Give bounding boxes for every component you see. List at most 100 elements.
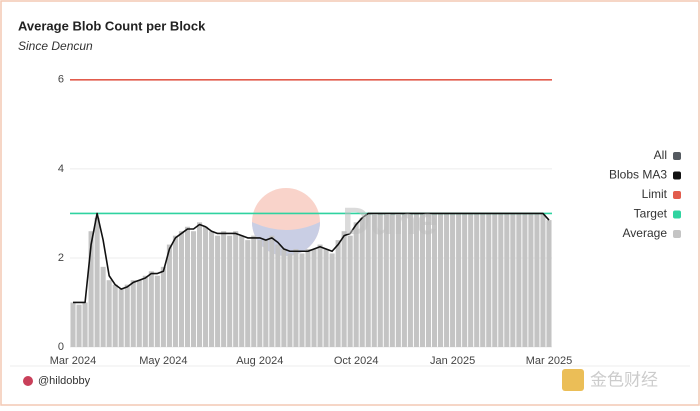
legend-swatch <box>673 191 681 199</box>
bar <box>281 249 287 347</box>
y-tick-label: 2 <box>58 252 64 264</box>
bar <box>480 213 486 347</box>
bar <box>287 253 293 347</box>
logo-icon <box>562 369 584 391</box>
bar <box>160 266 166 347</box>
bar <box>371 213 377 347</box>
y-tick-label: 6 <box>58 74 64 86</box>
bar <box>148 271 154 347</box>
bar <box>534 213 540 347</box>
bar <box>263 240 269 347</box>
watermark-text: Dune <box>343 201 438 243</box>
bar <box>209 231 215 347</box>
bar <box>347 235 353 347</box>
bar <box>438 213 444 347</box>
legend-label: Limit <box>642 187 668 201</box>
bar <box>124 284 130 347</box>
bar <box>413 213 419 347</box>
bar <box>70 302 76 347</box>
bar <box>257 240 263 347</box>
bar <box>154 275 160 347</box>
bar <box>504 213 510 347</box>
bar <box>522 213 528 347</box>
bar <box>329 253 335 347</box>
bar <box>215 235 221 347</box>
bar <box>516 213 522 347</box>
x-tick-label: Mar 2025 <box>526 355 572 367</box>
bar <box>275 244 281 347</box>
bar <box>546 220 552 347</box>
bar <box>492 213 498 347</box>
bar <box>305 249 311 347</box>
bar <box>377 213 383 347</box>
bar <box>498 213 504 347</box>
bar <box>353 222 359 347</box>
legend-label: Blobs MA3 <box>609 168 667 182</box>
bar <box>311 249 317 347</box>
bar <box>76 304 82 347</box>
bar <box>106 280 112 347</box>
bar <box>197 222 203 347</box>
bar <box>130 280 136 347</box>
legend-swatch <box>673 171 681 180</box>
bar <box>528 213 534 347</box>
bar <box>112 284 118 347</box>
y-tick-label: 0 <box>58 341 64 353</box>
bar <box>233 231 239 347</box>
watermark-logo-lower <box>252 222 320 256</box>
author-handle: @hildobby <box>38 375 91 387</box>
bar <box>431 213 438 347</box>
bar <box>239 235 245 347</box>
bar <box>269 235 275 347</box>
bar <box>468 213 474 347</box>
bar <box>203 226 209 347</box>
bar <box>456 213 462 347</box>
bar <box>184 226 191 347</box>
logo-text: 金色财经 <box>590 370 658 389</box>
bar <box>190 231 197 347</box>
bar <box>136 280 142 347</box>
y-tick-label: 4 <box>58 163 64 175</box>
bar <box>510 213 516 347</box>
bar <box>293 249 299 347</box>
bar <box>317 244 323 347</box>
bar <box>142 275 148 347</box>
legend-swatch <box>673 152 681 160</box>
bar <box>407 213 413 347</box>
bar <box>359 217 365 347</box>
plot-area <box>70 79 552 348</box>
bar <box>383 213 389 347</box>
x-tick-label: Mar 2024 <box>50 355 96 367</box>
bar <box>425 213 432 347</box>
bar <box>462 213 468 347</box>
bar <box>444 213 450 347</box>
chart-title: Average Blob Count per Block <box>18 18 206 33</box>
x-tick-label: Oct 2024 <box>334 355 379 367</box>
bar <box>474 213 480 347</box>
bar <box>245 240 251 347</box>
bar <box>341 231 347 347</box>
legend-swatch <box>673 210 681 219</box>
bar <box>365 213 371 347</box>
bar <box>227 235 233 347</box>
bar <box>88 231 94 347</box>
bar <box>401 213 407 347</box>
bar <box>178 231 184 347</box>
bar <box>389 213 395 347</box>
bar <box>395 213 401 347</box>
bar <box>100 266 106 347</box>
bar <box>82 302 88 347</box>
bar <box>323 249 329 347</box>
bar <box>172 235 178 347</box>
x-tick-label: Jan 2025 <box>430 355 475 367</box>
bar <box>251 235 257 347</box>
bar <box>166 244 172 347</box>
bar <box>335 240 341 347</box>
bar <box>299 253 305 347</box>
legend-label: Target <box>634 207 668 221</box>
bar <box>450 213 456 347</box>
bar <box>221 231 227 347</box>
legend-label: Average <box>623 226 668 240</box>
bar <box>94 217 100 347</box>
